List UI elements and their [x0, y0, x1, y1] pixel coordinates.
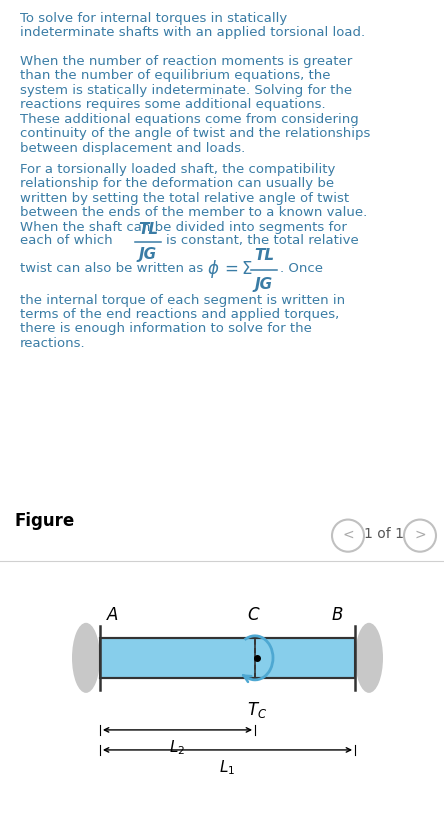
Text: continuity of the angle of twist and the relationships: continuity of the angle of twist and the…	[20, 128, 370, 140]
Bar	[100, 638, 355, 678]
Ellipse shape	[72, 623, 100, 693]
Text: system is statically indeterminate. Solving for the: system is statically indeterminate. Solv…	[20, 84, 352, 97]
Text: relationship for the deformation can usually be: relationship for the deformation can usu…	[20, 177, 334, 190]
Text: between the ends of the member to a known value.: between the ends of the member to a know…	[20, 206, 367, 219]
Text: JG: JG	[139, 247, 157, 262]
Text: each of which: each of which	[20, 234, 113, 247]
Text: written by setting the total relative angle of twist: written by setting the total relative an…	[20, 192, 349, 205]
Text: For a torsionally loaded shaft, the compatibility: For a torsionally loaded shaft, the comp…	[20, 163, 335, 176]
Text: $\phi$: $\phi$	[207, 258, 219, 280]
Text: the internal torque of each segment is written in: the internal torque of each segment is w…	[20, 294, 345, 306]
Text: These additional equations come from considering: These additional equations come from con…	[20, 113, 359, 126]
Text: <: <	[342, 528, 354, 542]
Text: than the number of equilibrium equations, the: than the number of equilibrium equations…	[20, 69, 330, 82]
Text: $L_2$: $L_2$	[170, 738, 186, 756]
Text: $B$: $B$	[331, 606, 343, 624]
Text: terms of the end reactions and applied torques,: terms of the end reactions and applied t…	[20, 308, 339, 321]
Text: $= \Sigma$: $= \Sigma$	[221, 259, 253, 277]
Text: is constant, the total relative: is constant, the total relative	[166, 234, 359, 247]
Ellipse shape	[355, 623, 383, 693]
Text: reactions requires some additional equations.: reactions requires some additional equat…	[20, 98, 325, 111]
Text: $T_C$: $T_C$	[247, 700, 267, 720]
Text: TL: TL	[138, 221, 158, 236]
Text: $A$: $A$	[106, 606, 119, 624]
Text: $L_1$: $L_1$	[219, 758, 236, 777]
Text: When the number of reaction moments is greater: When the number of reaction moments is g…	[20, 55, 352, 68]
Text: >: >	[414, 528, 426, 542]
Text: between displacement and loads.: between displacement and loads.	[20, 142, 245, 155]
Text: twist can also be written as: twist can also be written as	[20, 262, 203, 275]
Text: TL: TL	[254, 248, 274, 263]
Text: $C$: $C$	[247, 606, 261, 624]
Text: When the shaft can be divided into segments for: When the shaft can be divided into segme…	[20, 221, 347, 234]
Text: . Once: . Once	[280, 262, 323, 275]
Text: JG: JG	[255, 277, 273, 291]
Text: indeterminate shafts with an applied torsional load.: indeterminate shafts with an applied tor…	[20, 26, 365, 39]
Text: 1 of 1: 1 of 1	[364, 527, 404, 541]
Text: reactions.: reactions.	[20, 337, 86, 350]
Text: To solve for internal torques in statically: To solve for internal torques in statica…	[20, 12, 287, 25]
Text: there is enough information to solve for the: there is enough information to solve for…	[20, 323, 312, 336]
Text: Figure: Figure	[14, 512, 74, 529]
